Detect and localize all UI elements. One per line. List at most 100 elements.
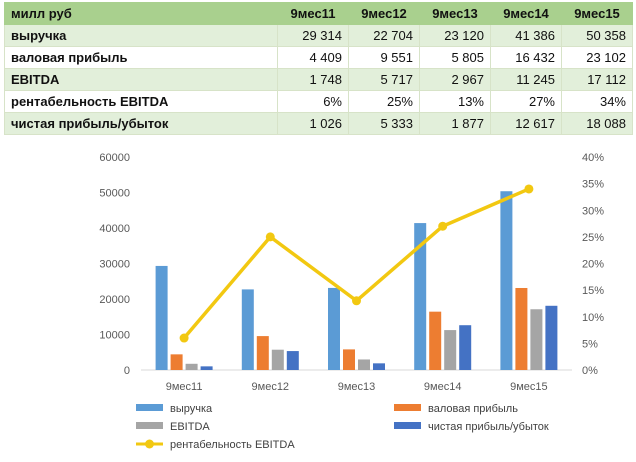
legend-label: рентабельность EBITDA	[170, 439, 295, 451]
secondary-axis-tick-label: 0%	[582, 365, 598, 377]
bar	[328, 287, 340, 370]
y-axis-tick-label: 0	[124, 365, 130, 377]
bar	[286, 351, 299, 370]
table-cell: 23 120	[419, 24, 491, 47]
row-label: чистая прибыль/убыток	[4, 112, 278, 135]
table-cell: 16 432	[490, 46, 562, 69]
y-axis-tick-label: 10000	[99, 330, 130, 342]
table-cell: 17 112	[561, 68, 633, 91]
table-cell: 5 717	[348, 68, 420, 91]
table-cell: 22 704	[348, 24, 420, 47]
bar	[545, 305, 558, 370]
secondary-axis-tick-label: 20%	[582, 259, 604, 271]
bar	[515, 287, 528, 370]
table-cell: 25%	[348, 90, 420, 113]
table-cell: 2 967	[419, 68, 491, 91]
table-row-net-profit: чистая прибыль/убыток 1 026 5 333 1 877 …	[4, 112, 633, 135]
legend-swatch	[136, 404, 163, 411]
table-header-label: милл руб	[4, 2, 278, 25]
secondary-axis-tick-label: 35%	[582, 179, 604, 191]
column-header: 9мес11	[277, 2, 349, 25]
bar	[256, 336, 269, 370]
legend-swatch-marker	[145, 439, 154, 449]
table-cell: 12 617	[490, 112, 562, 135]
bar	[170, 354, 183, 370]
bar	[500, 191, 513, 370]
legend-label: EBITDA	[170, 421, 210, 433]
table-cell: 6%	[277, 90, 349, 113]
line-point	[265, 232, 275, 242]
combo-chart: 0 10000 20000 30000 40000 50000 60000 0% 5% 10% 15…	[66, 141, 636, 462]
line-point	[179, 333, 189, 343]
x-axis-tick-label: 9мес13	[338, 381, 376, 393]
secondary-axis-tick-label: 15%	[582, 285, 604, 297]
table-cell: 1 026	[277, 112, 349, 135]
table-cell: 11 245	[490, 68, 562, 91]
table-cell: 29 314	[277, 24, 349, 47]
secondary-axis-tick-label: 30%	[582, 205, 604, 217]
line-point	[438, 221, 448, 231]
table-row-gross-profit: валовая прибыль 4 409 9 551 5 805 16 432…	[4, 46, 633, 69]
table-cell: 18 088	[561, 112, 633, 135]
secondary-axis-tick-label: 25%	[582, 232, 604, 244]
chart-background	[66, 141, 636, 462]
y-axis-tick-label: 30000	[99, 259, 130, 271]
bar	[200, 366, 213, 370]
bar	[343, 349, 355, 370]
column-header: 9мес13	[419, 2, 491, 25]
bar	[241, 289, 254, 370]
bar	[429, 311, 442, 370]
y-axis-tick-label: 60000	[99, 152, 130, 164]
column-header: 9мес15	[561, 2, 633, 25]
line-point	[352, 296, 361, 306]
legend-label: выручка	[170, 403, 213, 415]
bar	[459, 325, 472, 370]
legend-swatch	[394, 422, 421, 429]
legend-label: валовая прибыль	[428, 403, 518, 415]
table-cell: 5 333	[348, 112, 420, 135]
table-cell: 27%	[490, 90, 562, 113]
row-label: выручка	[4, 24, 278, 47]
secondary-axis-tick-label: 40%	[582, 152, 604, 164]
x-axis-tick-label: 9мес12	[252, 381, 290, 393]
bar	[530, 309, 543, 370]
bar	[444, 330, 457, 370]
bar	[271, 349, 284, 370]
table-row-revenue: выручка 29 314 22 704 23 120 41 386 50 3…	[4, 24, 633, 47]
x-axis-tick-label: 9мес14	[424, 381, 462, 393]
table-row-ebitda: EBITDA 1 748 5 717 2 967 11 245 17 112	[4, 68, 633, 91]
legend-swatch	[136, 422, 163, 429]
table-cell: 1 748	[277, 68, 349, 91]
table-header-row: милл руб 9мес11 9мес12 9мес13 9мес14 9ме…	[4, 2, 633, 25]
table-cell: 9 551	[348, 46, 420, 69]
table-cell: 50 358	[561, 24, 633, 47]
x-axis-tick-label: 9мес11	[166, 381, 203, 393]
secondary-axis-tick-label: 5%	[582, 338, 598, 350]
y-axis-tick-label: 40000	[99, 223, 130, 235]
bar	[185, 363, 198, 370]
table-cell: 13%	[419, 90, 491, 113]
secondary-axis-tick-label: 10%	[582, 312, 604, 324]
table-cell: 4 409	[277, 46, 349, 69]
y-axis-tick-label: 20000	[99, 294, 130, 306]
table-cell: 5 805	[419, 46, 491, 69]
bar	[155, 265, 168, 370]
column-header: 9мес12	[348, 2, 420, 25]
legend-swatch	[394, 404, 421, 411]
bar	[373, 363, 385, 370]
table-cell: 34%	[561, 90, 633, 113]
legend-label: чистая прибыль/убыток	[428, 421, 549, 433]
table-cell: 41 386	[490, 24, 562, 47]
x-axis-tick-label: 9мес15	[510, 381, 548, 393]
bar	[358, 359, 370, 370]
financial-table: милл руб 9мес11 9мес12 9мес13 9мес14 9ме…	[4, 2, 633, 135]
y-axis-tick-label: 50000	[99, 188, 130, 200]
row-label: валовая прибыль	[4, 46, 278, 69]
row-label: EBITDA	[4, 68, 278, 91]
table-cell: 23 102	[561, 46, 633, 69]
line-point	[524, 184, 534, 194]
table-row-ebitda-margin: рентабельность EBITDA 6% 25% 13% 27% 34%	[4, 90, 633, 113]
bar	[414, 223, 427, 370]
row-label: рентабельность EBITDA	[4, 90, 278, 113]
table-cell: 1 877	[419, 112, 491, 135]
